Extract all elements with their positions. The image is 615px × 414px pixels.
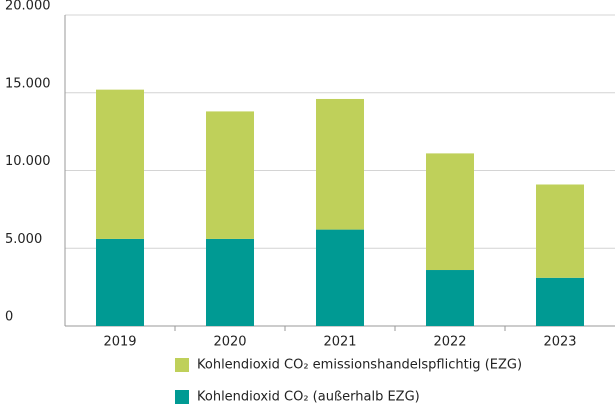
y-tick-label: 0 <box>5 310 13 325</box>
bar-segment <box>96 89 144 239</box>
bar-segment <box>536 184 584 278</box>
y-tick-label: 10.000 <box>5 154 51 169</box>
bar-segment <box>536 277 584 326</box>
y-tick-label: 5.000 <box>5 232 42 247</box>
legend-label: Kohlendioxid CO₂ (außerhalb EZG) <box>197 390 420 405</box>
x-tick-label: 2023 <box>543 335 576 350</box>
x-tick-label: 2020 <box>213 335 246 350</box>
bar-segment <box>316 229 364 326</box>
bar-segment <box>206 238 254 326</box>
bar-segment <box>316 98 364 230</box>
legend-label: Kohlendioxid CO₂ emissionshandelspflicht… <box>197 358 522 373</box>
legend-swatch <box>175 358 189 372</box>
legend-swatch <box>175 390 189 404</box>
bar-segment <box>426 270 474 326</box>
bar-segment <box>206 111 254 239</box>
x-tick-label: 2021 <box>323 335 356 350</box>
bar-segment <box>426 153 474 271</box>
y-tick-label: 15.000 <box>5 76 51 91</box>
y-tick-label: 20.000 <box>5 0 51 14</box>
x-tick-label: 2022 <box>433 335 466 350</box>
x-tick-label: 2019 <box>103 335 136 350</box>
bar-segment <box>96 238 144 326</box>
